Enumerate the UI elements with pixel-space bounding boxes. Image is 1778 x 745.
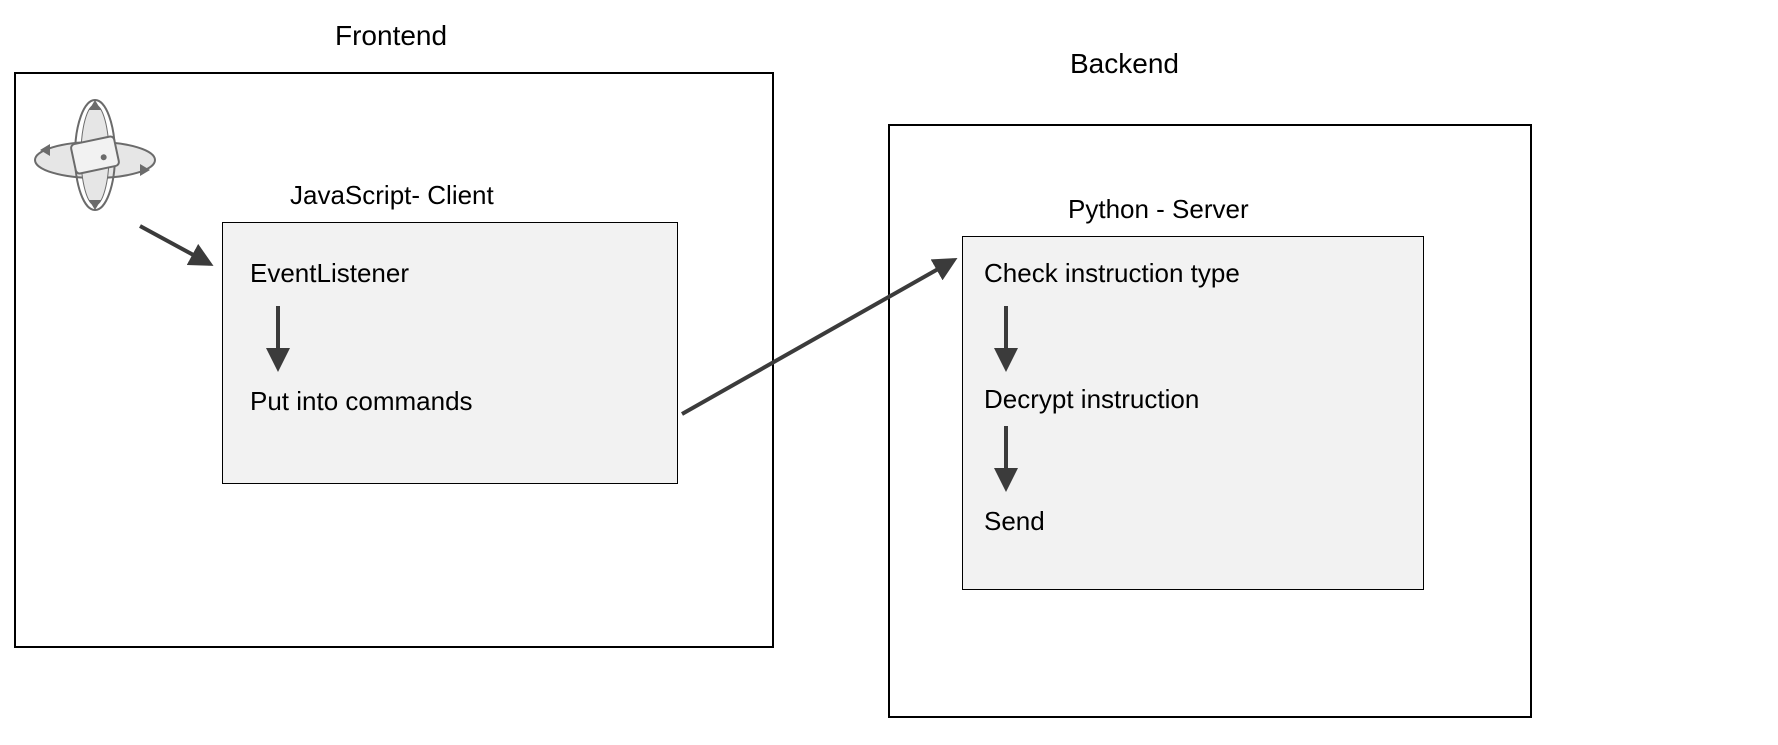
step-send: Send	[984, 506, 1045, 537]
diagram-canvas: Frontend Backend JavaScript- Client Pyth…	[0, 0, 1778, 745]
step-eventlistener: EventListener	[250, 258, 409, 289]
step-decrypt-instruction: Decrypt instruction	[984, 384, 1199, 415]
js-client-title: JavaScript- Client	[290, 180, 494, 211]
backend-title: Backend	[1070, 48, 1179, 80]
step-check-instruction: Check instruction type	[984, 258, 1240, 289]
frontend-title: Frontend	[335, 20, 447, 52]
step-put-into-commands: Put into commands	[250, 386, 473, 417]
python-server-title: Python - Server	[1068, 194, 1249, 225]
